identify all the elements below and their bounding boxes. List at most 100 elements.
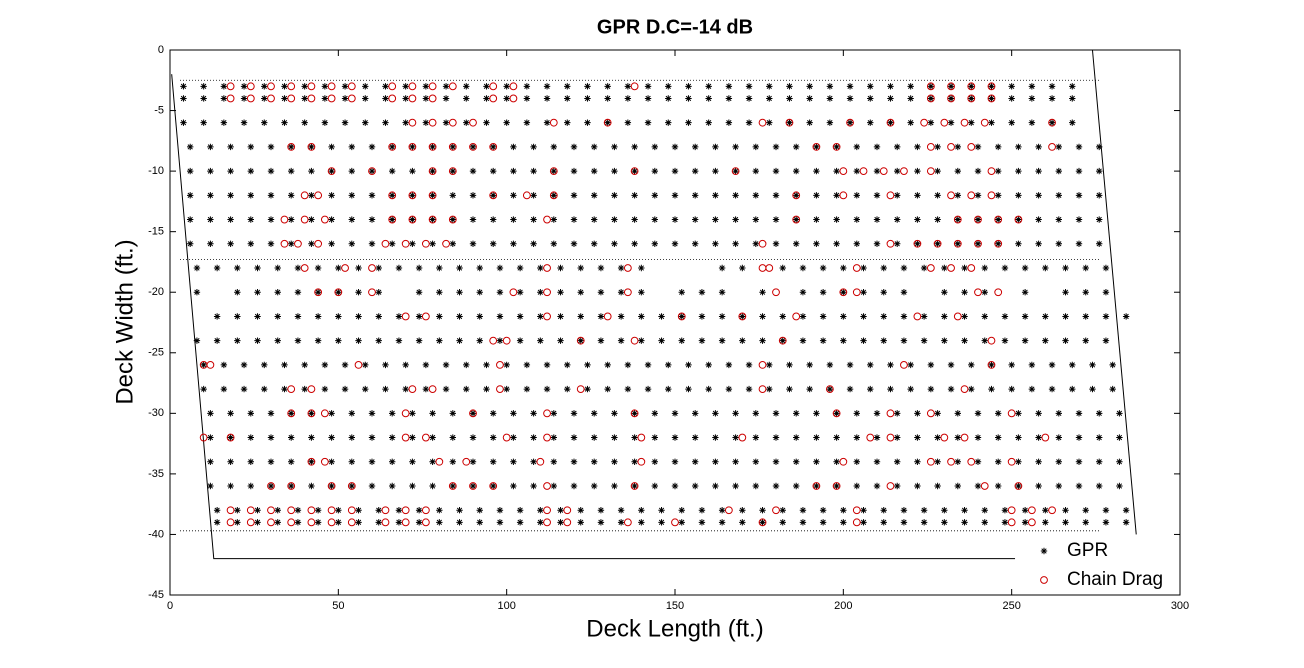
gpr-point bbox=[247, 434, 254, 441]
legend-label: Chain Drag bbox=[1067, 569, 1163, 590]
gpr-point bbox=[550, 192, 557, 199]
gpr-point bbox=[745, 385, 753, 393]
chain-drag-point bbox=[287, 142, 296, 151]
gpr-point bbox=[193, 337, 201, 344]
gpr-point bbox=[348, 216, 355, 223]
gpr-point bbox=[247, 216, 254, 223]
gpr-point bbox=[200, 385, 207, 393]
gpr-point bbox=[759, 337, 766, 344]
gpr-point bbox=[402, 361, 409, 369]
chain-drag-point bbox=[267, 518, 275, 527]
gpr-point bbox=[833, 240, 840, 247]
gpr-point bbox=[288, 216, 295, 223]
gpr-point bbox=[907, 361, 914, 369]
gpr-point bbox=[604, 95, 611, 102]
gpr-point bbox=[591, 482, 598, 490]
gpr-point bbox=[570, 240, 578, 247]
gpr-point bbox=[826, 95, 834, 102]
gpr-point bbox=[806, 119, 813, 126]
gpr-point bbox=[469, 434, 477, 441]
gpr-point bbox=[476, 519, 483, 526]
chain-drag-point bbox=[913, 312, 922, 321]
gpr-point bbox=[671, 216, 679, 223]
chain-drag-point bbox=[401, 518, 410, 527]
gpr-point bbox=[604, 361, 611, 369]
gpr-point bbox=[840, 313, 847, 320]
gpr-point bbox=[530, 410, 537, 417]
chain-drag-point bbox=[603, 118, 612, 127]
chain-drag-point bbox=[623, 518, 632, 527]
chain-drag-point bbox=[543, 518, 551, 527]
gpr-point bbox=[846, 361, 854, 369]
gpr-point bbox=[442, 119, 450, 126]
gpr-point bbox=[1021, 264, 1029, 272]
chain-drag-point bbox=[994, 215, 1003, 224]
chain-drag-point bbox=[967, 82, 976, 91]
gpr-point bbox=[254, 289, 261, 296]
chain-drag-point bbox=[543, 433, 551, 442]
gpr-point bbox=[1069, 119, 1076, 126]
gpr-point bbox=[631, 410, 638, 417]
gpr-point bbox=[651, 192, 658, 199]
gpr-point bbox=[1069, 95, 1076, 102]
gpr-point bbox=[840, 264, 847, 272]
gpr-point bbox=[860, 264, 867, 272]
gpr-point bbox=[496, 337, 504, 344]
gpr-point bbox=[914, 216, 921, 223]
gpr-point bbox=[752, 192, 759, 199]
gpr-point bbox=[415, 507, 423, 514]
gpr-point bbox=[766, 83, 773, 90]
gpr-point bbox=[1015, 458, 1022, 465]
gpr-point bbox=[793, 482, 800, 490]
gpr-point bbox=[678, 313, 685, 320]
gpr-point bbox=[678, 337, 685, 344]
gpr-point bbox=[806, 83, 813, 90]
gpr-point bbox=[611, 143, 618, 151]
gpr-point bbox=[867, 119, 874, 126]
gpr-point bbox=[894, 482, 901, 490]
gpr-point bbox=[476, 289, 483, 296]
gpr-point bbox=[631, 167, 638, 175]
gpr-point bbox=[745, 95, 753, 102]
gpr-point bbox=[348, 434, 355, 441]
chain-drag-point bbox=[300, 191, 309, 200]
y-tick-label: -25 bbox=[148, 347, 164, 359]
gpr-point bbox=[469, 192, 477, 199]
chain-drag-point bbox=[852, 288, 861, 297]
gpr-point bbox=[1021, 519, 1029, 526]
gpr-point bbox=[490, 143, 497, 151]
gpr-point bbox=[557, 507, 564, 514]
gpr-point bbox=[779, 264, 786, 272]
gpr-point bbox=[429, 434, 436, 441]
gpr-point bbox=[718, 289, 726, 296]
chain-drag-point bbox=[469, 409, 477, 418]
gpr-point bbox=[900, 519, 908, 526]
gpr-point bbox=[510, 410, 517, 417]
gpr-point bbox=[409, 167, 416, 175]
chain-drag-point bbox=[1014, 215, 1023, 224]
gpr-point bbox=[995, 192, 1002, 199]
chain-drag-point bbox=[1027, 506, 1036, 515]
gpr-point bbox=[1015, 216, 1022, 223]
gpr-point bbox=[988, 385, 995, 393]
gpr-point bbox=[678, 519, 685, 526]
gpr-point bbox=[698, 313, 706, 320]
gpr-point bbox=[220, 95, 228, 102]
gpr-point bbox=[813, 410, 820, 417]
gpr-point bbox=[819, 507, 827, 514]
gpr-point bbox=[907, 95, 914, 102]
gpr-point bbox=[267, 240, 275, 247]
gpr-point bbox=[288, 482, 295, 490]
chain-drag-point bbox=[448, 82, 457, 91]
gpr-point bbox=[914, 482, 921, 490]
chain-drag-point bbox=[967, 457, 976, 466]
gpr-point bbox=[456, 313, 463, 320]
chain-drag-point bbox=[368, 167, 376, 176]
gpr-point bbox=[469, 143, 477, 151]
gpr-point bbox=[1055, 482, 1062, 490]
gpr-point bbox=[611, 240, 618, 247]
gpr-point bbox=[712, 482, 719, 490]
y-tick-label: -45 bbox=[148, 589, 164, 601]
chain-drag-point bbox=[287, 94, 296, 103]
gpr-point bbox=[267, 143, 275, 151]
